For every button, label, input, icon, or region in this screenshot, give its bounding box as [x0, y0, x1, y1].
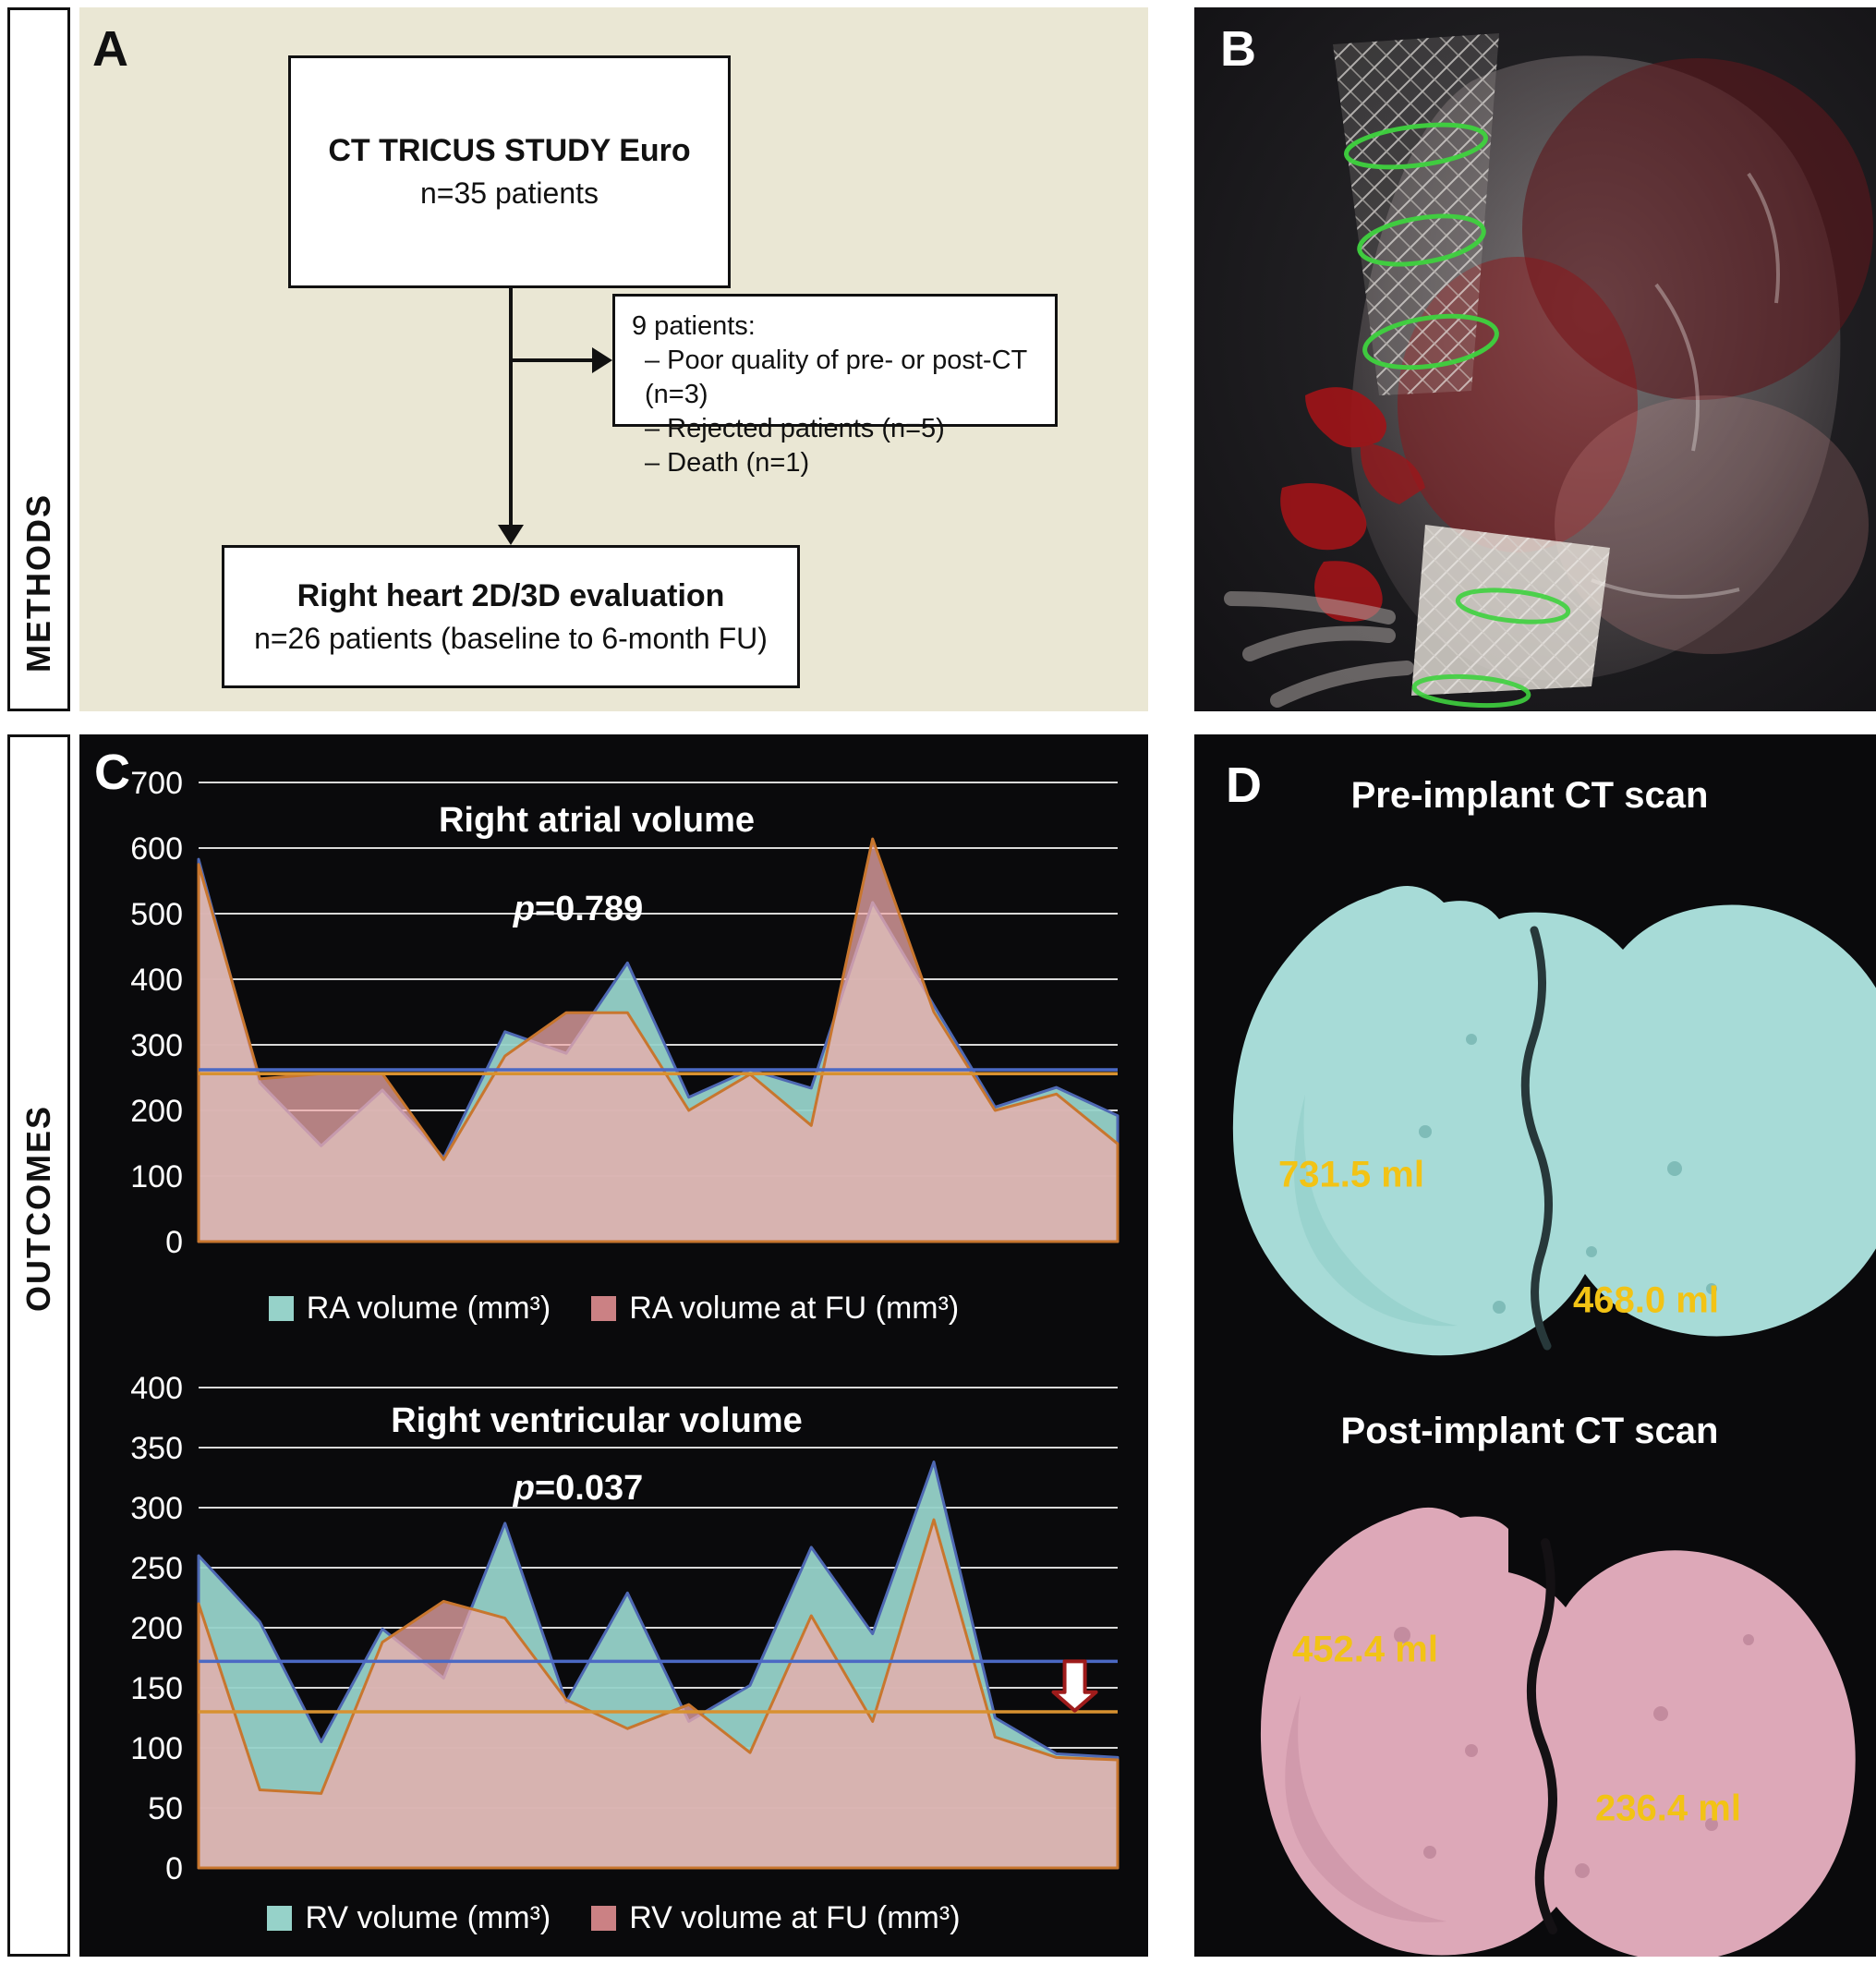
y-tick-label: 300 — [130, 1491, 183, 1526]
post-implant-title: Post-implant CT scan — [1340, 1411, 1719, 1451]
y-tick-label: 100 — [130, 1159, 183, 1194]
panel-d-label: D — [1226, 758, 1262, 813]
legend-swatch — [268, 1296, 294, 1321]
y-tick-label: 400 — [130, 963, 183, 998]
decrease-arrow-annotation — [1051, 1659, 1098, 1713]
pre-implant-volume-right: 468.0 ml — [1573, 1279, 1719, 1321]
exclusion-item: – Rejected patients (n=5) — [645, 414, 945, 443]
rv-p-symbol: p — [513, 1469, 535, 1508]
post-implant-volume-right: 236.4 ml — [1595, 1788, 1741, 1829]
y-tick-label: 500 — [130, 897, 183, 932]
panel-b-label: B — [1220, 21, 1256, 77]
legend-label: RV volume (mm³) — [305, 1900, 551, 1935]
flowchart-box-exclusions: 9 patients: – Poor quality of pre- or po… — [612, 294, 1058, 478]
legend-swatch — [267, 1906, 293, 1931]
legend-item: RA volume at FU (mm³) — [591, 1291, 959, 1327]
y-tick-label: 250 — [130, 1551, 183, 1586]
panel-b-heart-render: B — [1194, 7, 1876, 711]
pre-implant-crevice — [1520, 926, 1553, 1351]
study-title: CT TRICUS STUDY Euro — [328, 133, 691, 168]
y-tick-label: 200 — [130, 1094, 183, 1129]
study-n: n=35 patients — [419, 176, 599, 210]
series-area — [197, 1518, 1120, 1870]
legend-label: RV volume at FU (mm³) — [629, 1900, 961, 1935]
flow-arrow-down-line — [509, 288, 513, 528]
evaluation-title: Right heart 2D/3D evaluation — [297, 577, 725, 613]
legend-item: RV volume at FU (mm³) — [591, 1900, 961, 1936]
post-implant-crevice — [1526, 1538, 1557, 1934]
stent-green-rings — [1344, 122, 1499, 370]
rv-p-value: p=0.037 — [514, 1469, 644, 1509]
ct-scan-renders — [1232, 886, 1876, 1962]
heart-sheen — [1555, 395, 1869, 654]
pre-implant-render — [1232, 886, 1876, 1356]
panel-a-label: A — [92, 21, 128, 77]
panel-c-outcomes: 0 100 200 300 400 500 600 700 0 50 100 150 200 250 300… — [79, 734, 1148, 1957]
flow-arrow-down-head — [498, 525, 524, 545]
ivc-stent-lattice — [1411, 525, 1610, 696]
flowchart-box-study: CT TRICUS STUDY Euro n=35 patients — [288, 55, 731, 288]
panel-d-ct-scans: D Pre-implant CT scan 731.5 ml 468.0 ml … — [1194, 734, 1876, 1962]
legend-item: RA volume (mm³) — [268, 1291, 551, 1327]
legend-label: RA volume at FU (mm³) — [629, 1291, 960, 1326]
post-implant-volume-left: 452.4 ml — [1292, 1629, 1438, 1670]
legend-0: RA volume (mm³) RA volume at FU (mm³) — [79, 1291, 1148, 1327]
y-tick-label: 400 — [130, 1371, 183, 1406]
post-implant-speckles — [1394, 1627, 1754, 1878]
ra-p-symbol: p — [513, 890, 535, 928]
heart-3d-render-image — [1194, 7, 1876, 711]
evaluation-n: n=26 patients (baseline to 6-month FU) — [254, 621, 768, 655]
y-tick-label: 0 — [165, 1851, 183, 1886]
rv-p-number: =0.037 — [534, 1469, 644, 1508]
flow-arrow-right-line — [511, 358, 592, 362]
y-tick-label: 300 — [130, 1028, 183, 1063]
pre-implant-volume-left: 731.5 ml — [1278, 1154, 1424, 1195]
gray-vessel-branches — [1224, 591, 1414, 708]
legend-label: RA volume (mm³) — [306, 1291, 551, 1326]
y-tick-label: 600 — [130, 831, 183, 867]
legend-swatch — [591, 1296, 617, 1321]
outcomes-sidebar-label: OUTCOMES — [19, 1104, 57, 1313]
ra-chart-title: Right atrial volume — [438, 801, 756, 840]
exclusion-item: – Poor quality of pre- or post-CT (n=3) — [645, 346, 1027, 409]
methods-sidebar-label: METHODS — [19, 493, 57, 673]
ra-p-value: p=0.789 — [514, 890, 644, 929]
legend-item: RV volume (mm³) — [267, 1900, 551, 1936]
pre-implant-speckles — [1419, 1034, 1717, 1314]
y-tick-label: 150 — [130, 1671, 183, 1706]
ivc-green-rings — [1411, 588, 1571, 709]
y-tick-label: 0 — [165, 1225, 183, 1260]
y-tick-label: 100 — [130, 1731, 183, 1766]
outcome-charts-canvas: 0 100 200 300 400 500 600 700 0 50 100 150 200 250 300… — [130, 766, 1120, 1886]
y-tick-label: 350 — [130, 1431, 183, 1466]
rv-chart-title: Right ventricular volume — [391, 1401, 803, 1440]
flow-arrow-right-head — [592, 347, 612, 373]
panel-a-methods: A CT TRICUS STUDY Euro n=35 patients 9 p… — [79, 7, 1148, 711]
outcomes-sidebar: OUTCOMES — [7, 734, 70, 1957]
pre-implant-title: Pre-implant CT scan — [1350, 775, 1709, 816]
panel-c-label: C — [94, 745, 130, 800]
methods-sidebar: METHODS — [7, 7, 70, 711]
legend-swatch — [591, 1906, 617, 1931]
legend-1: RV volume (mm³) RV volume at FU (mm³) — [79, 1900, 1148, 1936]
flowchart-box-evaluation: Right heart 2D/3D evaluation n=26 patien… — [222, 545, 800, 688]
exclusions-header: 9 patients: — [632, 311, 756, 341]
y-tick-label: 700 — [130, 766, 183, 801]
ra-p-number: =0.789 — [534, 890, 644, 928]
post-implant-render — [1260, 1507, 1856, 1962]
exclusion-item: – Death (n=1) — [645, 448, 810, 478]
y-tick-label: 200 — [130, 1611, 183, 1646]
specular-highlights — [1591, 172, 1780, 599]
y-tick-label: 50 — [148, 1791, 183, 1826]
